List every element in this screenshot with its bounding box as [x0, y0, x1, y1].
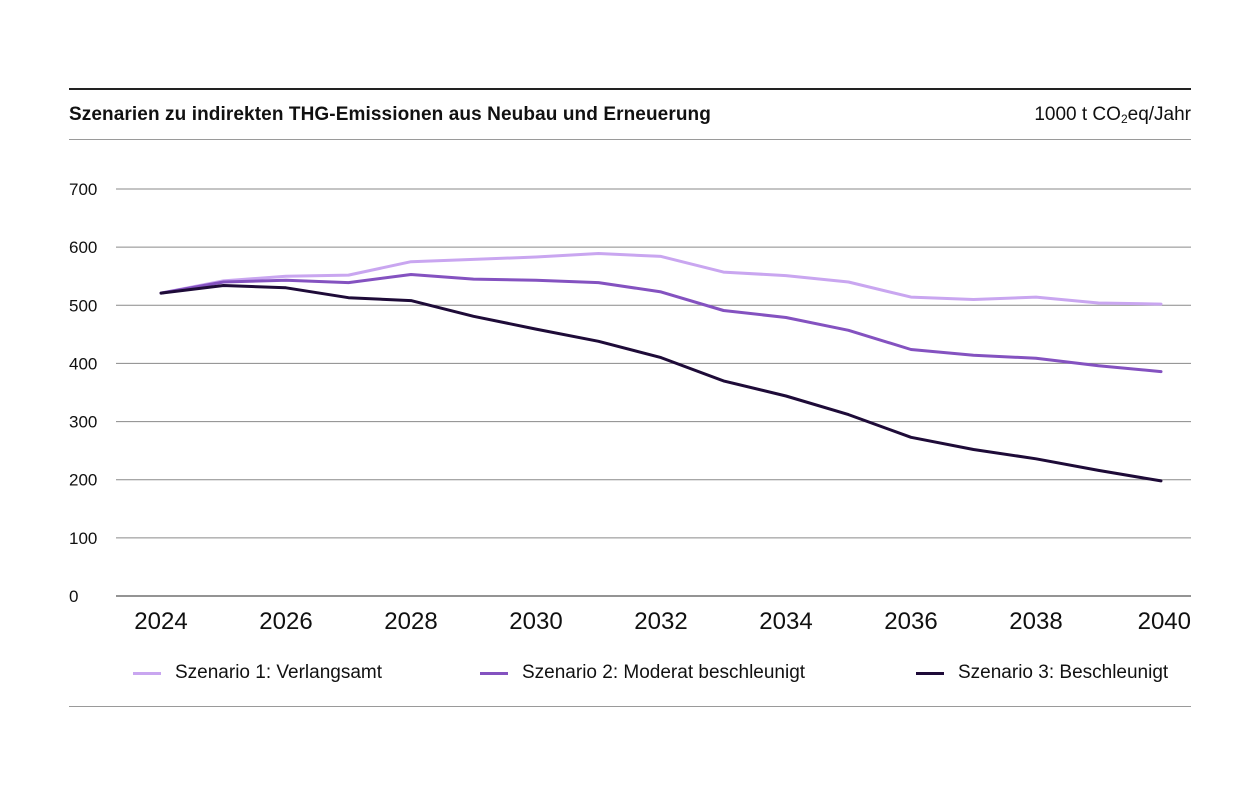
x-tick-label: 2040: [1138, 608, 1191, 635]
x-tick-label: 2030: [509, 608, 562, 635]
y-tick-label: 100: [69, 529, 97, 548]
x-tick-label: 2038: [1009, 608, 1062, 635]
unit-suffix: eq/Jahr: [1127, 104, 1191, 125]
series-line-2: [159, 273, 1163, 374]
y-tick-label: 400: [69, 354, 97, 373]
series-line-3: [159, 284, 1163, 483]
unit-prefix: 1000 t CO: [1034, 104, 1121, 125]
bottom-rule: [69, 706, 1191, 707]
header-divider: [69, 139, 1191, 140]
x-tick-label: 2034: [759, 608, 812, 635]
x-tick-label: 2024: [134, 608, 187, 635]
y-tick-label: 700: [69, 180, 97, 199]
chart-title: Szenarien zu indirekten THG-Emissionen a…: [69, 104, 711, 125]
y-tick-label: 200: [69, 471, 97, 490]
top-rule: [69, 88, 1191, 90]
unit-label: 1000 t CO2eq/Jahr: [1034, 104, 1191, 126]
x-tick-label: 2036: [884, 608, 937, 635]
series-line-1: [159, 252, 1163, 306]
unit-subscript: 2: [1120, 112, 1128, 126]
y-tick-label: 600: [69, 238, 97, 257]
y-tick-label: 0: [69, 587, 78, 606]
x-tick-label: 2032: [634, 608, 687, 635]
y-tick-label: 300: [69, 413, 97, 432]
x-tick-label: 2028: [384, 608, 437, 635]
y-tick-label: 500: [69, 296, 97, 315]
x-tick-label: 2026: [259, 608, 312, 635]
